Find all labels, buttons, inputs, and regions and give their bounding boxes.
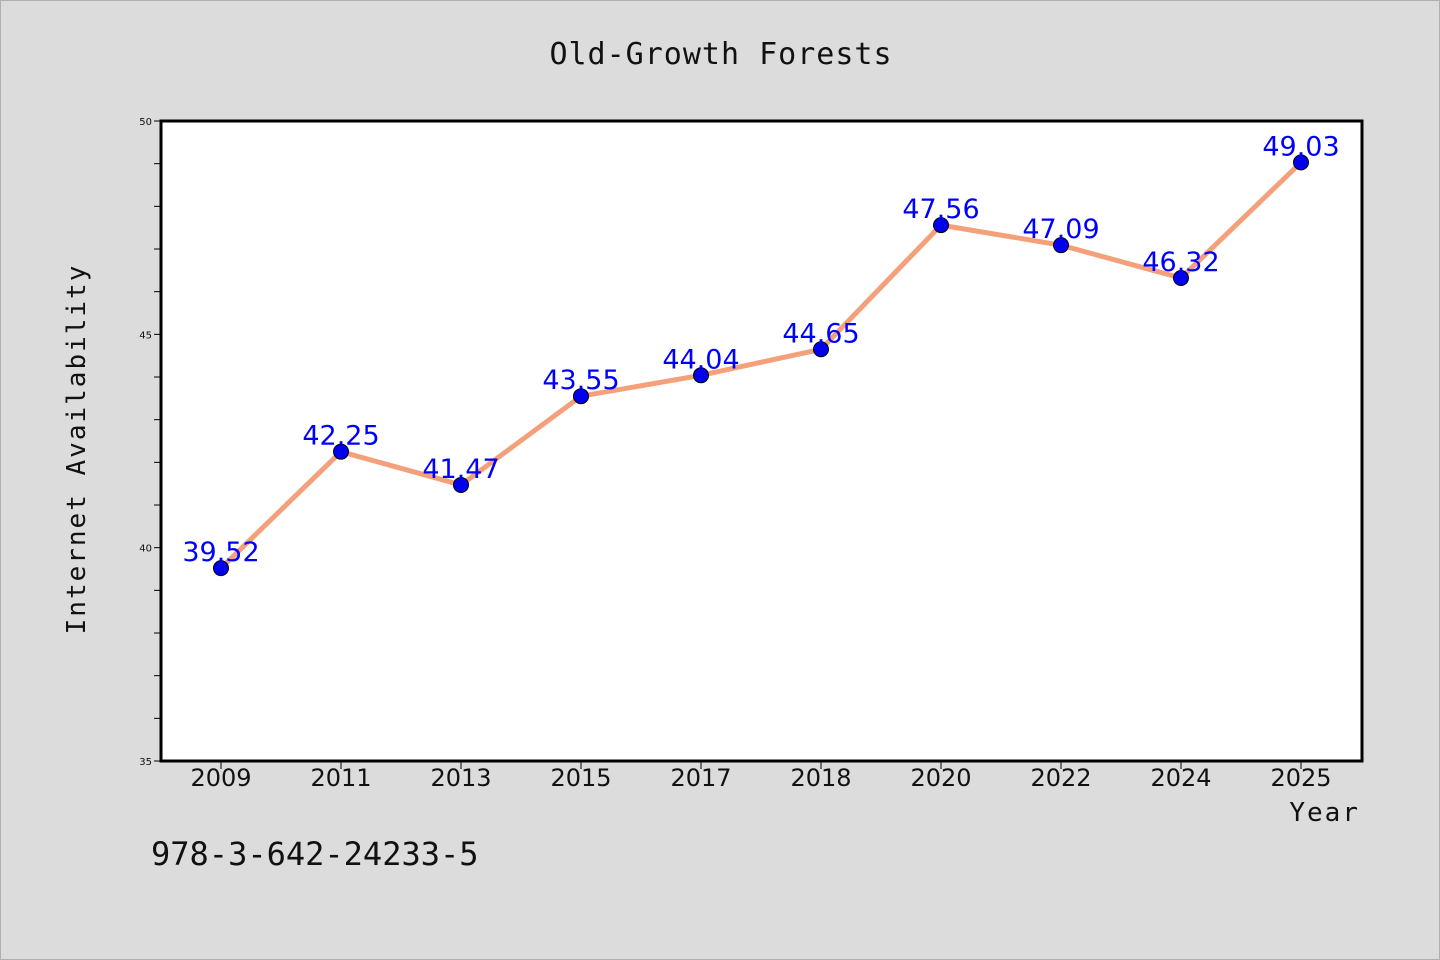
series-line	[218, 159, 1304, 571]
x-tick-label: 2011	[310, 764, 371, 792]
plot-area	[159, 119, 1364, 763]
data-point	[1173, 270, 1189, 287]
y-axis-label: Internet Availability	[62, 264, 92, 635]
y-tick-label: 35	[139, 757, 152, 768]
data-point	[933, 217, 949, 234]
y-axis: 35 40 45 50	[139, 117, 161, 768]
x-tick-label: 2024	[1150, 764, 1211, 792]
data-label: 44.65	[782, 318, 859, 349]
data-label: 43.55	[542, 365, 619, 396]
data-label: 44.04	[662, 344, 739, 375]
x-tick-label: 2017	[670, 764, 731, 792]
data-point	[693, 367, 709, 384]
chart-title: Old-Growth Forests	[549, 37, 892, 72]
x-axis-label: Year	[1289, 798, 1360, 828]
data-point	[1053, 237, 1069, 254]
data-label: 47.09	[1022, 214, 1099, 245]
y-tick-label: 45	[139, 330, 152, 341]
x-tick-label: 2015	[550, 764, 611, 792]
data-label: 47.56	[902, 194, 979, 225]
y-tick-label: 50	[139, 117, 152, 128]
x-tick-label: 2009	[190, 764, 251, 792]
x-tick-label: 2020	[910, 764, 971, 792]
x-tick-label: 2013	[430, 764, 491, 792]
data-label: 39.52	[182, 537, 259, 568]
data-point	[1293, 154, 1309, 171]
data-label: 42.25	[302, 421, 379, 452]
x-tick-label: 2018	[790, 764, 851, 792]
x-tick-label: 2025	[1270, 764, 1331, 792]
data-label: 41.47	[422, 454, 499, 485]
data-point	[813, 341, 829, 358]
footer-isbn: 978-3-642-24233-5	[151, 835, 479, 873]
data-point	[573, 388, 589, 405]
data-label: 49.03	[1262, 131, 1339, 162]
x-axis: 2009 2011 2013 2015 2017 2018 2020 2022 2024 2025	[190, 761, 1332, 792]
data-point	[213, 560, 229, 577]
x-tick-label: 2022	[1030, 764, 1091, 792]
y-tick-label: 40	[139, 544, 152, 555]
data-point	[453, 476, 469, 493]
series-layer: 39.52 42.25 41.47 43.55 44.04 44.65 47.56 47.09…	[182, 131, 1340, 577]
data-label: 46.32	[1142, 247, 1219, 278]
data-point	[333, 443, 349, 460]
